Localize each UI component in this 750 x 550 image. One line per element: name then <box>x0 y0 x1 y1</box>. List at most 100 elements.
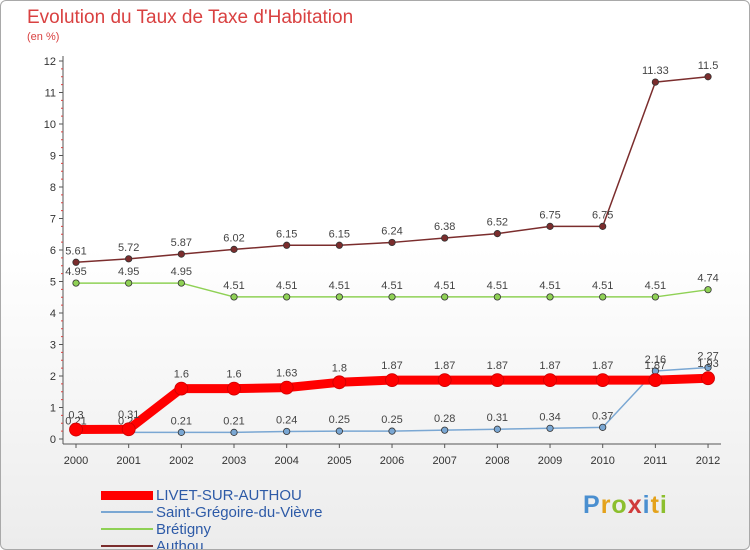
data-label-bretigny: 4.95 <box>171 266 192 278</box>
data-label-saint-gregoire-du-vievre: 0.25 <box>329 414 350 426</box>
y-tick-label: 3 <box>50 340 56 352</box>
y-tick-label: 0 <box>50 434 56 446</box>
data-label-bretigny: 4.51 <box>223 280 244 292</box>
data-point-saint-gregoire-du-vievre <box>441 426 449 434</box>
data-label-authou: 6.02 <box>223 232 244 244</box>
data-point-livet-sur-authou <box>174 381 189 396</box>
data-point-livet-sur-authou <box>227 381 241 396</box>
data-label-livet-sur-authou: 1.87 <box>434 360 455 372</box>
data-label-saint-gregoire-du-vievre: 2.16 <box>645 354 666 366</box>
y-tick-label: 5 <box>50 277 56 289</box>
data-point-bretigny <box>599 293 607 301</box>
legend-label: Saint-Grégoire-du-Vièvre <box>156 504 323 521</box>
chart-subtitle: (en %) <box>27 31 60 43</box>
data-label-livet-sur-authou: 1.87 <box>539 360 560 372</box>
data-label-livet-sur-authou: 1.87 <box>487 360 508 372</box>
y-minor-tick <box>61 202 63 204</box>
data-point-saint-gregoire-du-vievre <box>230 428 238 436</box>
data-label-saint-gregoire-du-vievre: 0.21 <box>171 415 192 427</box>
y-minor-tick <box>61 107 63 109</box>
legend-item: Authou <box>101 538 322 549</box>
y-minor-tick <box>61 414 63 416</box>
y-minor-tick <box>61 194 63 196</box>
data-point-livet-sur-authou <box>332 375 347 390</box>
x-tick-label: 2003 <box>222 455 246 467</box>
x-tick-label: 2008 <box>485 455 509 467</box>
legend-swatch <box>101 545 153 547</box>
data-label-saint-gregoire-du-vievre: 0.21 <box>223 415 244 427</box>
data-point-authou <box>388 238 396 247</box>
data-point-saint-gregoire-du-vievre <box>177 428 185 436</box>
data-label-authou: 11.33 <box>642 65 669 77</box>
data-point-authou <box>230 245 238 253</box>
y-minor-tick <box>61 336 63 338</box>
data-label-authou: 5.87 <box>171 237 192 249</box>
data-label-livet-sur-authou: 0.3 <box>68 410 83 422</box>
data-point-saint-gregoire-du-vievre <box>546 424 554 432</box>
y-tick-label: 7 <box>50 214 56 226</box>
legend-swatch <box>101 490 153 500</box>
y-minor-tick <box>61 351 63 353</box>
y-tick-label: 1 <box>50 403 56 415</box>
data-point-authou <box>599 222 607 230</box>
x-tick-label: 2011 <box>644 455 668 467</box>
data-point-saint-gregoire-du-vievre <box>335 427 343 435</box>
data-label-saint-gregoire-du-vievre: 2.27 <box>697 350 718 362</box>
data-label-authou: 6.52 <box>487 217 508 229</box>
y-minor-tick <box>61 233 63 235</box>
data-point-bretigny <box>493 293 501 301</box>
data-point-livet-sur-authou <box>437 373 452 387</box>
data-point-saint-gregoire-du-vievre <box>704 363 712 372</box>
data-label-bretigny: 4.51 <box>381 280 402 292</box>
data-point-livet-sur-authou <box>701 371 715 386</box>
y-tick-label: 9 <box>50 151 56 163</box>
data-label-authou: 6.75 <box>592 209 613 221</box>
y-tick-label: 6 <box>50 245 56 257</box>
proxiti-logo: Proxiti <box>583 491 668 519</box>
data-point-livet-sur-authou <box>648 373 663 387</box>
data-label-bretigny: 4.51 <box>434 280 455 292</box>
y-minor-tick <box>61 68 63 70</box>
x-tick-label: 2001 <box>116 455 140 467</box>
data-label-livet-sur-authou: 1.87 <box>381 360 402 372</box>
data-point-saint-gregoire-du-vievre <box>388 427 396 435</box>
data-point-livet-sur-authou <box>121 422 136 437</box>
y-tick-label: 11 <box>45 88 56 100</box>
data-point-authou <box>283 241 291 249</box>
y-minor-tick <box>61 399 63 401</box>
y-minor-tick <box>61 391 63 393</box>
y-tick-label: 10 <box>44 119 56 131</box>
legend-swatch <box>101 528 153 530</box>
y-minor-tick <box>61 320 63 322</box>
data-label-saint-gregoire-du-vievre: 0.34 <box>539 411 560 423</box>
y-minor-tick <box>61 273 63 275</box>
legend-item: LIVET-SUR-AUTHOU <box>101 487 322 504</box>
y-minor-tick <box>61 210 63 212</box>
data-point-bretigny <box>283 293 291 301</box>
data-point-bretigny <box>546 293 554 301</box>
data-label-authou: 6.15 <box>276 228 297 240</box>
legend-swatch <box>101 511 153 513</box>
x-tick-label: 2010 <box>590 455 614 467</box>
data-point-livet-sur-authou <box>69 422 83 437</box>
data-label-saint-gregoire-du-vievre: 0.37 <box>592 410 613 422</box>
data-point-livet-sur-authou <box>279 380 294 395</box>
data-label-bretigny: 4.95 <box>118 266 139 278</box>
data-label-bretigny: 4.51 <box>487 280 508 292</box>
x-tick-label: 2007 <box>432 455 456 467</box>
x-tick-label: 2006 <box>380 455 404 467</box>
y-minor-tick <box>61 241 63 243</box>
x-tick-label: 2009 <box>538 455 562 467</box>
y-minor-tick <box>61 328 63 330</box>
data-label-authou: 6.15 <box>329 228 350 240</box>
y-minor-tick <box>61 147 63 149</box>
y-minor-tick <box>61 225 63 227</box>
data-label-livet-sur-authou: 0.31 <box>118 409 139 421</box>
x-tick-label: 2004 <box>274 455 298 467</box>
data-label-saint-gregoire-du-vievre: 0.24 <box>276 414 297 426</box>
legend-label: LIVET-SUR-AUTHOU <box>156 487 302 504</box>
y-minor-tick <box>61 162 63 164</box>
y-minor-tick <box>61 99 63 101</box>
y-tick-label: 2 <box>50 371 56 383</box>
y-minor-tick <box>61 383 63 385</box>
